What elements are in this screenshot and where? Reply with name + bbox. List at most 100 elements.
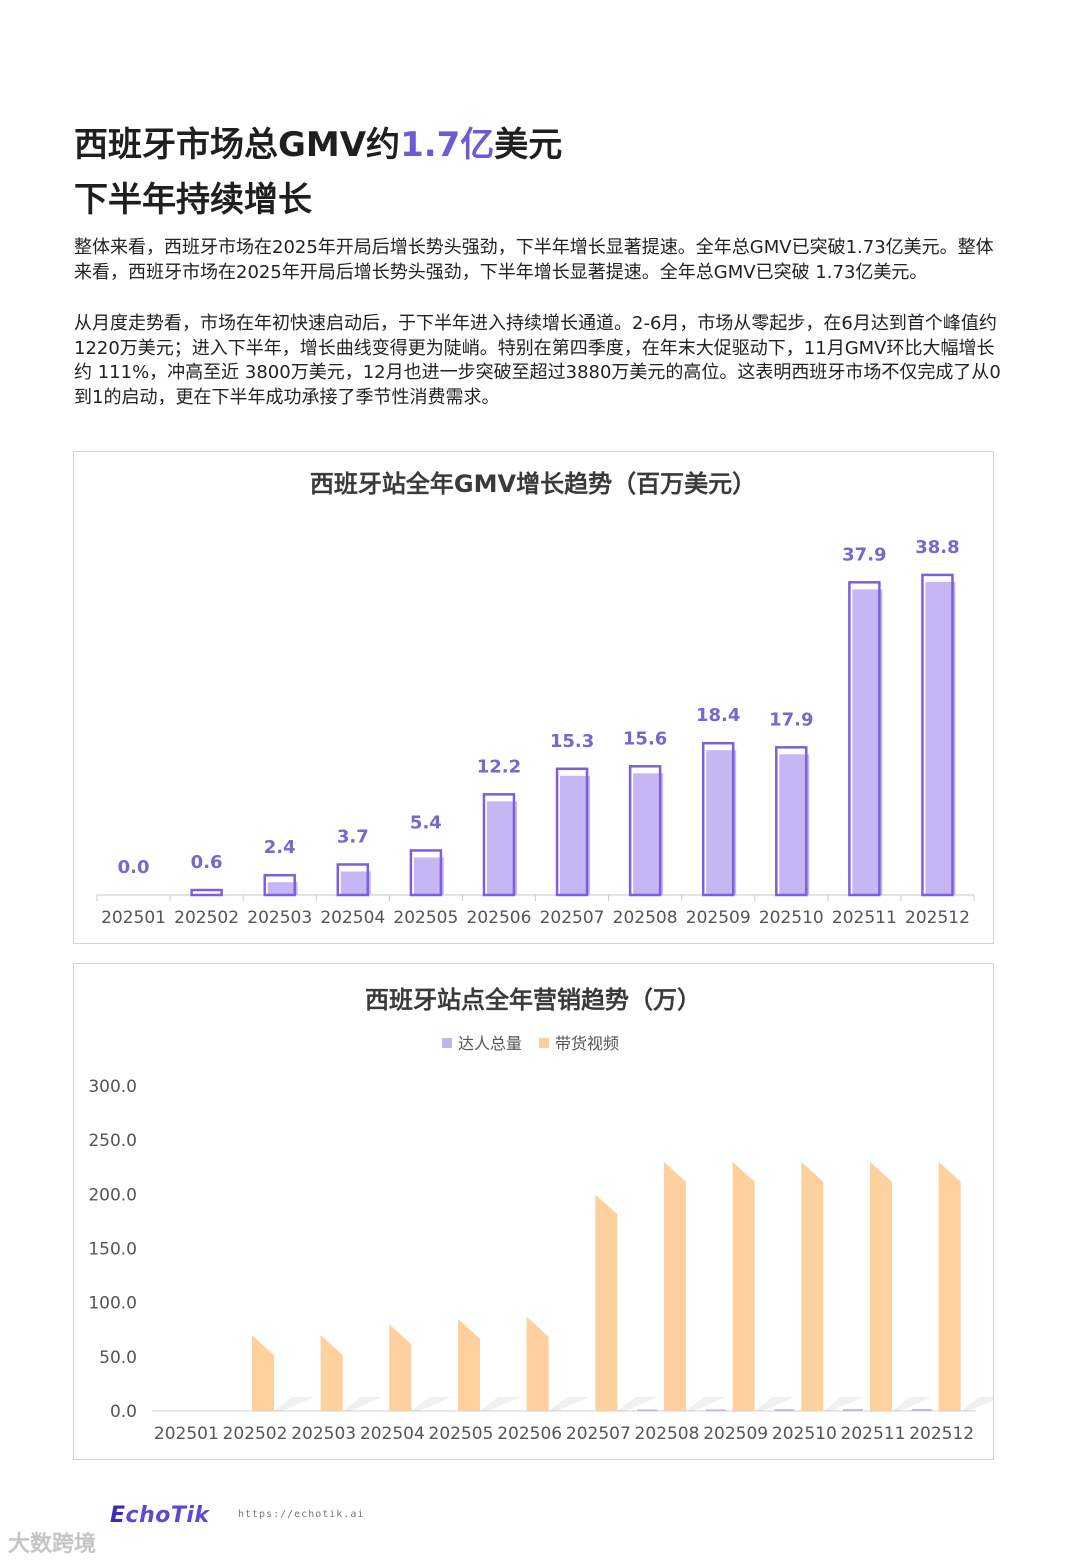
gmv-x-tick-label: 202502 bbox=[174, 908, 239, 928]
gmv-x-tick-label: 202512 bbox=[905, 908, 970, 928]
videos-bar bbox=[252, 1335, 274, 1411]
creators-bar bbox=[637, 1409, 657, 1411]
gmv-data-label: 3.7 bbox=[337, 826, 369, 847]
echotik-logo[interactable]: EchoTik bbox=[110, 1503, 210, 1528]
gmv-bar bbox=[267, 882, 298, 895]
gmv-x-tick-label: 202503 bbox=[247, 908, 312, 928]
videos-bar-shadow bbox=[480, 1397, 520, 1411]
marketing-x-tick-label: 202506 bbox=[497, 1424, 562, 1444]
gmv-bar bbox=[852, 589, 883, 895]
intro-paragraph: 整体来看，西班牙市场在2025年开局后增长势头强劲，下半年增长显著提速。全年总G… bbox=[74, 237, 994, 283]
gmv-data-label: 37.9 bbox=[842, 544, 886, 565]
y-tick-label: 100.0 bbox=[88, 1294, 137, 1314]
legend-swatch-videos bbox=[539, 1038, 549, 1048]
gmv-bar-outline bbox=[482, 793, 516, 897]
gmv-bar bbox=[486, 801, 517, 895]
marketing-bar-chart: 西班牙站点全年营销趋势（万） 达人总量 带货视频 0.0 50.0 100.0 150.… bbox=[88, 986, 993, 1444]
gmv-bar-outline bbox=[628, 765, 662, 897]
gmv-bar bbox=[925, 581, 956, 895]
gmv-bar-outline bbox=[775, 746, 808, 897]
gmv-bar-outline bbox=[701, 741, 735, 897]
headline-line2: 下半年持续增长 bbox=[74, 180, 312, 220]
gmv-bar-outline bbox=[336, 863, 370, 897]
legend-label-creators: 达人总量 bbox=[458, 1034, 522, 1053]
gmv-data-label: 18.4 bbox=[696, 705, 740, 726]
videos-bar-shadow bbox=[754, 1397, 795, 1411]
y-tick-label: 250.0 bbox=[88, 1131, 137, 1151]
y-tick-label: 300.0 bbox=[88, 1077, 137, 1097]
gmv-bar bbox=[706, 750, 737, 895]
videos-bar bbox=[664, 1161, 686, 1411]
gmv-bar bbox=[340, 871, 371, 895]
gmv-bar-outline bbox=[263, 873, 296, 897]
gmv-x-tick-label: 202508 bbox=[613, 908, 678, 928]
marketing-x-tick-label: 202512 bbox=[909, 1424, 974, 1444]
videos-bar-shadow bbox=[548, 1397, 589, 1411]
trend-paragraph: 从月度走势看，市场在年初快速启动后，于下半年进入持续增长通道。2-6月，市场从零… bbox=[74, 313, 1001, 408]
gmv-bar-outline bbox=[848, 581, 881, 897]
marketing-x-tick-label: 202504 bbox=[360, 1424, 425, 1444]
videos-bar bbox=[320, 1335, 343, 1411]
videos-bar-shadow bbox=[617, 1397, 658, 1411]
videos-bar bbox=[870, 1161, 892, 1411]
marketing-chart-title: 西班牙站点全年营销趋势（万） bbox=[365, 986, 701, 1014]
footer-url[interactable]: https://echotik.ai bbox=[238, 1509, 365, 1520]
gmv-bar bbox=[413, 857, 444, 895]
gmv-x-tick-label: 202504 bbox=[320, 908, 385, 928]
marketing-x-tick-label: 202501 bbox=[154, 1424, 219, 1444]
marketing-x-tick-label: 202510 bbox=[772, 1424, 837, 1444]
gmv-data-label: 15.6 bbox=[623, 728, 667, 749]
videos-bar-shadow bbox=[411, 1397, 452, 1411]
gmv-x-tick-label: 202507 bbox=[540, 908, 605, 928]
page-headline: 西班牙市场总GMV约1.7亿美元 下半年持续增长 bbox=[74, 118, 1014, 228]
gmv-x-tick-label: 202501 bbox=[101, 908, 166, 928]
marketing-x-tick-label: 202503 bbox=[291, 1424, 356, 1444]
headline-part2: 美元 bbox=[494, 125, 563, 165]
videos-bar bbox=[938, 1161, 961, 1411]
gmv-data-label: 17.9 bbox=[769, 709, 813, 730]
legend-swatch-creators bbox=[442, 1038, 452, 1048]
gmv-data-label: 15.3 bbox=[550, 731, 594, 752]
videos-bar bbox=[595, 1194, 618, 1411]
marketing-x-tick-label: 202511 bbox=[841, 1424, 906, 1444]
videos-bar-shadow bbox=[960, 1397, 993, 1411]
gmv-data-label: 5.4 bbox=[410, 812, 442, 833]
gmv-x-tick-label: 202510 bbox=[759, 908, 824, 928]
videos-bar bbox=[732, 1161, 755, 1411]
gmv-bar bbox=[633, 773, 664, 895]
gmv-bar-outline bbox=[921, 573, 954, 897]
creators-bar bbox=[911, 1409, 932, 1411]
videos-bar-shadow bbox=[823, 1397, 864, 1411]
marketing-x-tick-label: 202505 bbox=[429, 1424, 494, 1444]
gmv-chart-panel: 西班牙站全年GMV增长趋势（百万美元） 0.0 202501 0.6 202502 2.… bbox=[73, 451, 994, 944]
gmv-data-label: 0.0 bbox=[118, 857, 150, 878]
y-tick-label: 200.0 bbox=[88, 1185, 137, 1205]
marketing-x-tick-label: 202502 bbox=[223, 1424, 288, 1444]
videos-bar bbox=[526, 1316, 549, 1411]
gmv-data-label: 38.8 bbox=[915, 537, 959, 558]
videos-bar bbox=[801, 1161, 824, 1411]
marketing-x-tick-label: 202508 bbox=[635, 1424, 700, 1444]
gmv-bar-outline bbox=[409, 849, 443, 897]
legend-label-videos: 带货视频 bbox=[555, 1034, 619, 1053]
watermark-text: 大数跨境 bbox=[8, 1532, 97, 1557]
creators-bar bbox=[843, 1409, 863, 1411]
videos-bar bbox=[458, 1318, 480, 1411]
videos-bar-shadow bbox=[892, 1397, 932, 1411]
gmv-x-tick-label: 202506 bbox=[467, 908, 532, 928]
gmv-data-label: 0.6 bbox=[191, 852, 223, 873]
gmv-data-label: 12.2 bbox=[477, 756, 521, 777]
y-tick-label: 50.0 bbox=[99, 1348, 137, 1368]
marketing-chart-panel: 西班牙站点全年营销趋势（万） 达人总量 带货视频 0.0 50.0 100.0 150.… bbox=[73, 963, 994, 1460]
marketing-chart-legend: 达人总量 带货视频 bbox=[442, 1034, 619, 1053]
gmv-data-label: 2.4 bbox=[264, 837, 296, 858]
videos-bar-shadow bbox=[686, 1397, 726, 1411]
videos-bar-shadow bbox=[342, 1397, 383, 1411]
videos-bar-shadow bbox=[274, 1397, 314, 1411]
gmv-x-tick-label: 202509 bbox=[686, 908, 751, 928]
gmv-bar bbox=[560, 775, 591, 895]
creators-bar bbox=[705, 1409, 726, 1411]
gmv-bar-outline bbox=[555, 767, 589, 897]
gmv-x-tick-label: 202511 bbox=[832, 908, 897, 928]
gmv-bar-chart: 西班牙站全年GMV增长趋势（百万美元） 0.0 202501 0.6 202502 2.… bbox=[96, 470, 975, 928]
